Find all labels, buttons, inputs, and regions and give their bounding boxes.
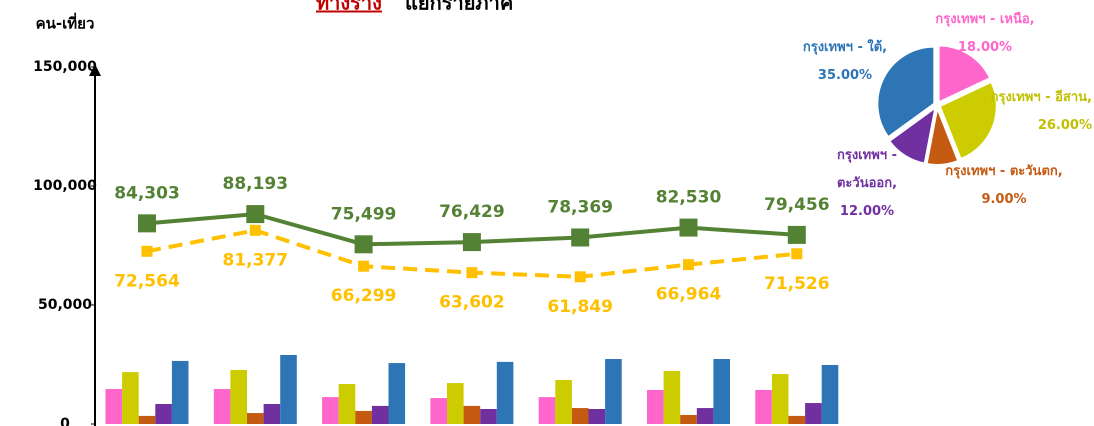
data-label: 76,429 xyxy=(439,202,505,222)
bar xyxy=(213,389,231,424)
marker xyxy=(466,267,478,279)
bar xyxy=(447,383,464,424)
data-label: 66,964 xyxy=(656,285,722,305)
data-label: 75,499 xyxy=(331,204,397,224)
marker xyxy=(683,259,694,271)
marker xyxy=(138,214,156,233)
bar xyxy=(571,408,589,424)
data-label: 78,369 xyxy=(547,197,613,217)
y-axis-label: คน-เที่ยว xyxy=(36,13,95,33)
bar xyxy=(263,404,281,424)
pie-label: กรุงเทพฯ - เหนือ, 18.00% xyxy=(935,12,1035,55)
bar xyxy=(680,414,697,424)
bar xyxy=(605,359,622,424)
bar xyxy=(755,389,772,424)
bar xyxy=(247,413,264,424)
bar xyxy=(122,372,139,424)
marker xyxy=(354,235,373,254)
bar xyxy=(230,369,247,424)
data-label: 79,456 xyxy=(764,195,830,215)
bar xyxy=(713,359,730,424)
bar xyxy=(555,379,572,424)
bar xyxy=(788,415,806,424)
chart-title: แยกรายภาค xyxy=(405,0,513,15)
bar xyxy=(463,405,481,424)
bar xyxy=(480,409,497,424)
data-label: 88,193 xyxy=(222,174,288,194)
marker xyxy=(791,248,803,260)
bar xyxy=(355,410,372,424)
bar xyxy=(388,363,406,424)
marker xyxy=(246,205,265,224)
bar xyxy=(430,398,447,424)
data-label: 66,299 xyxy=(331,286,397,306)
pie-label: กรุงเทพฯ - อีสาน, 26.00% xyxy=(990,90,1092,133)
pie-slice xyxy=(876,45,936,139)
marker xyxy=(358,260,370,272)
marker xyxy=(462,233,481,252)
bar xyxy=(805,403,822,424)
pie-label: กรุงเทพฯ - ตะวันออก, 12.00% xyxy=(836,148,898,219)
marker xyxy=(574,271,586,283)
title-highlight: ทางราง xyxy=(316,0,382,15)
data-label: 81,377 xyxy=(222,250,288,270)
marker xyxy=(141,245,153,257)
pie-label: กรุงเทพฯ - ใต้, 35.00% xyxy=(802,40,888,83)
axis-arrow xyxy=(89,64,101,76)
y-tick-label: 100,000 xyxy=(33,178,97,194)
data-label: 71,526 xyxy=(764,274,830,294)
bar xyxy=(771,374,789,424)
data-label: 82,530 xyxy=(656,188,722,208)
y-tick-label: 50,000 xyxy=(38,297,92,313)
bar xyxy=(821,364,839,424)
pie-slice xyxy=(887,105,937,165)
data-label: 61,849 xyxy=(547,297,613,317)
y-tick-label: 150,000 xyxy=(33,59,97,75)
bar xyxy=(663,370,681,424)
pie-slice xyxy=(938,80,998,161)
bar xyxy=(538,397,556,424)
bar xyxy=(155,404,172,424)
bar xyxy=(280,354,297,424)
data-label: 63,602 xyxy=(439,293,505,313)
data-label: 84,303 xyxy=(114,183,180,203)
bar xyxy=(371,405,389,424)
data-label: 72,564 xyxy=(114,271,180,291)
marker xyxy=(787,225,806,244)
bar xyxy=(696,408,714,424)
bar xyxy=(588,409,606,424)
pie-slice xyxy=(925,104,960,166)
bar xyxy=(322,397,339,424)
y-tick-label: 0 xyxy=(60,416,70,426)
marker xyxy=(571,228,590,247)
marker xyxy=(679,218,698,237)
bar xyxy=(171,360,189,424)
bar xyxy=(647,389,664,424)
marker xyxy=(249,224,261,236)
bar xyxy=(338,384,356,424)
pie-slice xyxy=(937,44,992,105)
pie-label: กรุงเทพฯ - ตะวันตก, 9.00% xyxy=(945,164,1063,207)
bar xyxy=(105,389,123,424)
bar xyxy=(496,361,514,424)
bar xyxy=(138,415,156,424)
